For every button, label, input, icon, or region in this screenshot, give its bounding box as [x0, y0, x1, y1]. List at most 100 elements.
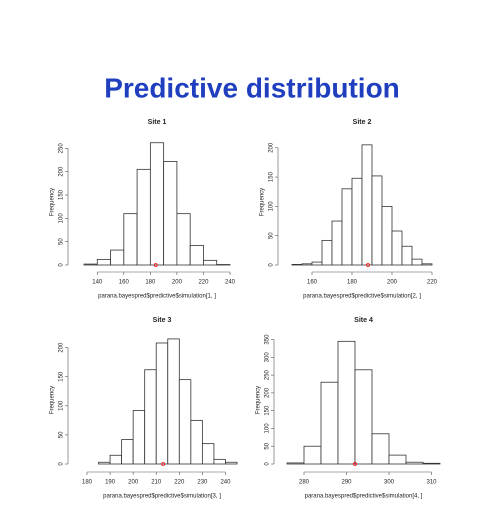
bar	[391, 230, 403, 266]
y-tick-label: 150	[59, 189, 65, 200]
observed-marker	[161, 462, 166, 466]
y-tick-label: 0	[59, 263, 65, 267]
bar	[321, 239, 333, 266]
bar	[163, 160, 178, 266]
bar	[320, 381, 339, 465]
y-tick-label: 200	[269, 142, 275, 153]
x-tick-label: 310	[426, 480, 437, 486]
observed-marker	[353, 462, 357, 466]
x-tick-label: 140	[92, 280, 103, 286]
bar	[136, 168, 151, 266]
bar	[401, 245, 413, 266]
x-tick-label: 290	[341, 480, 352, 486]
bar	[331, 220, 343, 266]
bar	[176, 213, 191, 266]
x-axis-label: parana.bayespred$predictive$simulation[4…	[305, 494, 423, 500]
bar	[341, 188, 353, 266]
x-tick-label: 220	[198, 280, 209, 286]
x-tick-label: 200	[387, 280, 398, 286]
bar	[291, 264, 303, 266]
x-tick-label: 220	[174, 480, 185, 486]
y-tick-label: 50	[269, 232, 275, 239]
bar	[354, 369, 373, 465]
panel-title: Site 2	[353, 119, 372, 126]
x-tick-label: 180	[82, 480, 93, 486]
bar	[388, 454, 407, 465]
bar	[371, 175, 383, 266]
bar	[178, 379, 192, 465]
bar	[303, 445, 322, 465]
bar	[381, 205, 393, 266]
bar	[351, 177, 363, 266]
y-tick-label: 100	[59, 400, 65, 411]
x-tick-label: 280	[299, 480, 310, 486]
bar	[225, 461, 238, 465]
bar	[123, 213, 138, 266]
x-axis-label: parana.bayespred$predictive$simulation[2…	[303, 294, 421, 300]
y-tick-label: 150	[59, 371, 65, 382]
x-tick-label: 180	[145, 280, 156, 286]
y-tick-label: 50	[59, 431, 65, 438]
x-tick-label: 220	[427, 280, 438, 286]
y-tick-label: 0	[265, 462, 271, 466]
x-tick-label: 240	[225, 280, 236, 286]
bar	[201, 443, 215, 465]
y-tick-label: 50	[265, 442, 271, 449]
bar	[110, 249, 125, 266]
bar	[83, 263, 98, 266]
bar	[155, 342, 169, 465]
x-tick-label: 160	[119, 280, 130, 286]
y-tick-label: 200	[59, 342, 65, 353]
bar	[144, 369, 157, 465]
y-tick-label: 100	[269, 201, 275, 212]
bar	[98, 461, 111, 465]
x-tick-label: 200	[172, 280, 183, 286]
bar	[422, 462, 441, 465]
panel-title: Site 3	[153, 317, 172, 324]
y-tick-label: 150	[265, 405, 271, 416]
bar	[286, 462, 305, 465]
y-tick-label: 300	[265, 352, 271, 363]
y-tick-label: 250	[59, 143, 65, 154]
observed-marker	[366, 263, 370, 267]
bar	[361, 144, 373, 266]
x-tick-label: 240	[220, 480, 231, 486]
bar	[167, 338, 180, 465]
y-tick-label: 250	[265, 369, 271, 380]
y-tick-label: 200	[265, 387, 271, 398]
y-tick-label: 0	[59, 462, 65, 466]
y-tick-label: 100	[265, 423, 271, 434]
bar	[203, 259, 218, 266]
observed-marker	[153, 263, 158, 267]
bar	[421, 263, 433, 266]
bar	[301, 263, 313, 266]
bar	[337, 340, 356, 465]
x-tick-label: 200	[128, 480, 139, 486]
bar	[213, 458, 226, 465]
bar	[96, 258, 111, 266]
bar	[405, 461, 424, 465]
slide-title: Predictive distribution	[104, 72, 400, 103]
bar	[132, 410, 146, 465]
x-tick-label: 160	[307, 280, 318, 286]
y-axis-label: Frequency	[260, 188, 266, 216]
y-tick-label: 350	[265, 334, 271, 345]
x-tick-label: 210	[151, 480, 162, 486]
x-tick-label: 300	[384, 480, 395, 486]
bar	[149, 142, 165, 266]
y-tick-label: 150	[269, 171, 275, 182]
bar	[189, 244, 204, 266]
x-tick-label: 230	[197, 480, 208, 486]
panel-title: Site 4	[354, 317, 373, 324]
bar	[121, 439, 134, 465]
bar	[371, 433, 390, 465]
panel-title: Site 1	[148, 119, 167, 126]
x-tick-label: 180	[347, 280, 358, 286]
y-axis-label: Frequency	[50, 188, 56, 216]
bar	[190, 419, 203, 465]
y-tick-label: 50	[59, 238, 65, 245]
y-axis-label: Frequency	[50, 386, 56, 414]
y-tick-label: 200	[59, 166, 65, 177]
x-tick-label: 190	[105, 480, 116, 486]
